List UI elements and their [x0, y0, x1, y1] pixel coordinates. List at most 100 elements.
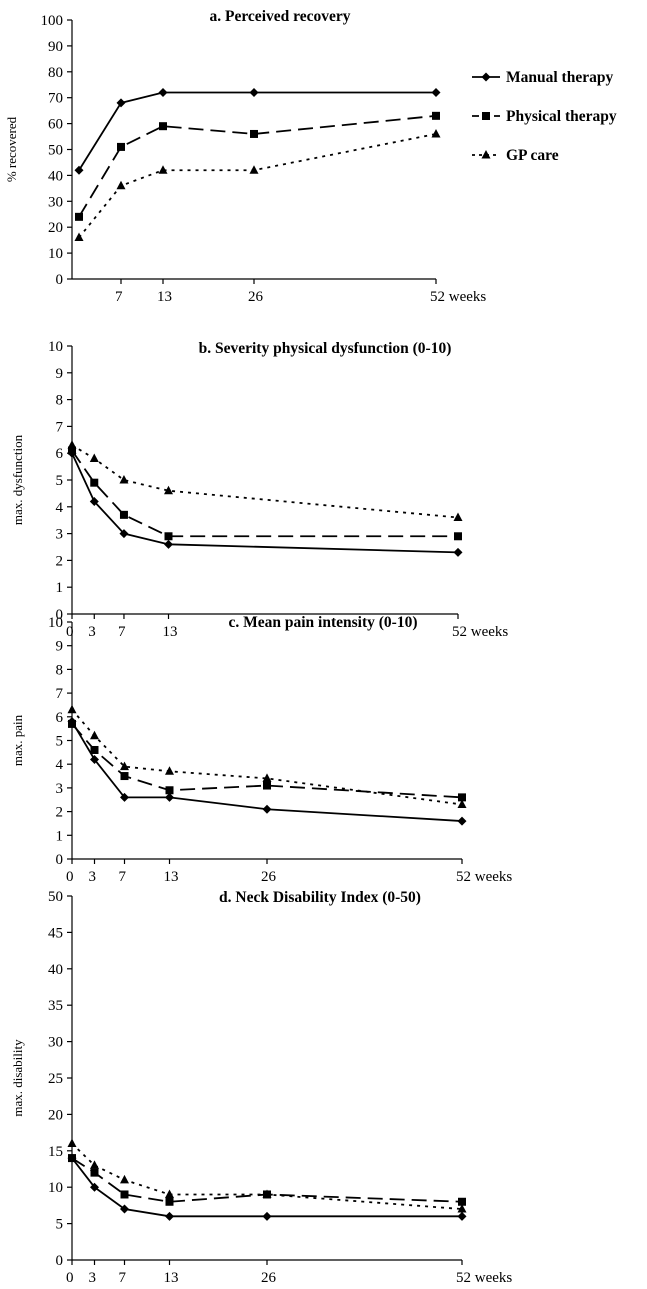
y-tick-label: 5	[56, 473, 64, 489]
x-tick-label: 13	[164, 1270, 179, 1286]
y-axis-label: % recovered	[4, 116, 19, 182]
legend-marker	[481, 72, 491, 82]
data-point	[165, 1211, 174, 1221]
data-point	[67, 1138, 77, 1148]
y-tick-label: 10	[48, 615, 63, 631]
x-tick-label: 3	[88, 624, 96, 640]
y-tick-label: 9	[56, 639, 64, 655]
y-tick-label: 1	[56, 828, 64, 844]
data-point	[165, 792, 174, 802]
x-tick-label: 7	[119, 869, 127, 885]
y-tick-label: 1	[56, 580, 64, 596]
y-axis-label: max. pain	[10, 714, 25, 766]
x-tick-label: 26	[248, 289, 264, 305]
x-tick-label: 52 weeks	[456, 1270, 512, 1286]
y-tick-label: 4	[56, 757, 64, 773]
data-point	[457, 1204, 467, 1213]
x-tick-label: 52 weeks	[430, 289, 486, 305]
data-point	[90, 745, 99, 754]
data-point	[74, 165, 84, 175]
series-line	[78, 133, 437, 239]
legend-label: Physical therapy	[506, 108, 617, 125]
chart-title: a. Perceived recovery	[209, 8, 350, 25]
data-point	[250, 129, 258, 138]
x-tick-label: 52 weeks	[452, 624, 508, 640]
y-tick-label: 2	[56, 805, 64, 821]
data-point	[68, 446, 76, 455]
data-point	[68, 1154, 76, 1163]
y-tick-label: 100	[41, 13, 64, 29]
y-tick-label: 9	[56, 366, 64, 382]
y-tick-label: 50	[48, 889, 63, 905]
data-point	[249, 88, 259, 98]
data-point	[119, 475, 129, 484]
data-point	[120, 761, 129, 771]
y-tick-label: 10	[48, 1180, 63, 1196]
y-tick-label: 5	[56, 1217, 64, 1233]
data-point	[262, 1189, 272, 1198]
x-tick-label: 13	[163, 624, 178, 640]
series-line	[71, 452, 459, 554]
data-point	[158, 88, 168, 98]
y-tick-label: 4	[56, 500, 64, 516]
data-point	[120, 1174, 129, 1184]
y-tick-label: 10	[48, 246, 63, 262]
y-tick-label: 0	[56, 607, 64, 623]
y-tick-label: 10	[48, 339, 63, 355]
y-axis-label: max. disability	[10, 1039, 25, 1117]
legend: Manual therapy Physical therapy GP care	[472, 69, 617, 164]
data-point	[262, 804, 272, 814]
data-point	[117, 142, 125, 151]
y-tick-label: 8	[56, 393, 64, 409]
data-point	[263, 781, 271, 790]
data-point	[262, 1211, 272, 1221]
series-line	[71, 709, 463, 806]
data-point	[75, 212, 83, 221]
y-tick-label: 7	[56, 419, 64, 435]
x-tick-label: 26	[261, 869, 277, 885]
data-point	[120, 1204, 129, 1214]
y-tick-label: 3	[56, 781, 64, 797]
data-point	[454, 532, 462, 541]
data-point	[164, 532, 173, 541]
series-line	[78, 114, 437, 218]
y-tick-label: 3	[56, 527, 64, 543]
data-point	[165, 786, 174, 795]
y-tick-label: 0	[56, 1253, 64, 1269]
legend-label: Manual therapy	[506, 69, 613, 86]
y-tick-label: 7	[56, 686, 64, 702]
chart-panel-a: 0 10 20 30 40 50 60 70 80 90 100 7 13 26 52 weeks a. Pe…	[4, 8, 486, 305]
y-tick-label: 0	[56, 852, 64, 868]
legend-marker	[482, 112, 490, 120]
data-point	[120, 1190, 129, 1199]
data-point	[453, 547, 463, 557]
data-point	[67, 704, 77, 714]
series-line	[71, 1142, 463, 1210]
y-tick-label: 15	[48, 1144, 63, 1160]
data-point	[458, 793, 466, 802]
y-tick-label: 30	[48, 1035, 63, 1051]
chart-title: c. Mean pain intensity (0-10)	[228, 614, 417, 631]
chart-title: d. Neck Disability Index (0-50)	[219, 889, 421, 906]
x-tick-label: 3	[89, 869, 97, 885]
y-tick-label: 40	[48, 168, 63, 184]
data-point	[90, 1160, 99, 1169]
data-point	[89, 453, 99, 463]
data-point	[457, 1211, 467, 1221]
x-tick-label: 0	[66, 1270, 74, 1286]
data-point	[119, 510, 128, 519]
data-point	[164, 485, 173, 495]
data-point	[90, 730, 99, 740]
series-line	[71, 1157, 462, 1218]
data-point	[90, 1168, 99, 1177]
data-point	[90, 1182, 99, 1192]
chart-title: b. Severity physical dysfunction (0-10)	[199, 340, 452, 357]
data-point	[116, 98, 126, 108]
y-tick-label: 20	[48, 1107, 63, 1123]
data-point	[249, 165, 259, 174]
y-tick-label: 2	[56, 553, 64, 569]
data-point	[120, 772, 129, 781]
x-tick-label: 7	[119, 1270, 127, 1286]
